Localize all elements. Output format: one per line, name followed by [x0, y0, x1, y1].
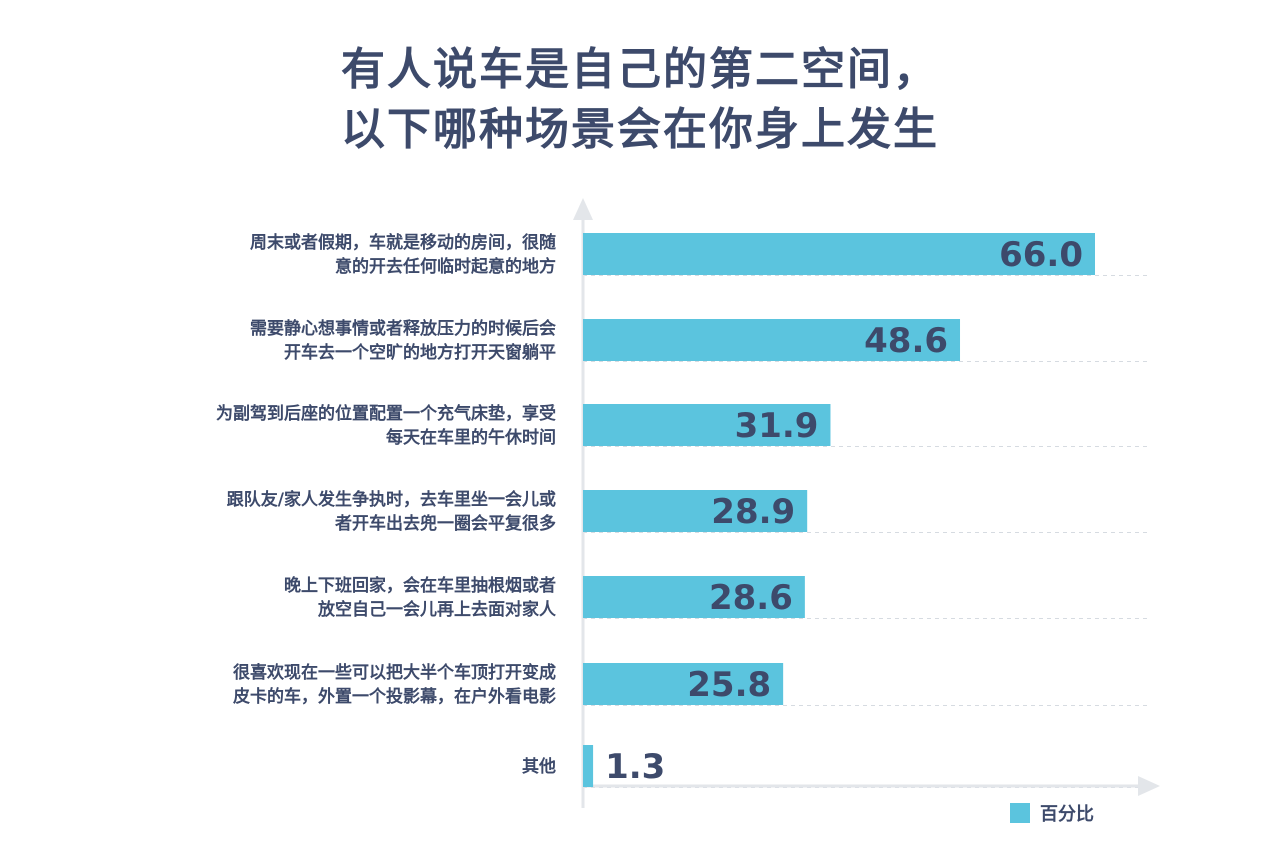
bar-value-label: 1.3: [605, 747, 665, 787]
category-label: 放空自己一会儿再上去面对家人: [317, 599, 557, 620]
category-label: 皮卡的车，外置一个投影幕，在户外看电影: [233, 686, 556, 707]
category-label: 意的开去任何临时起意的地方: [335, 256, 556, 277]
bar: [583, 404, 831, 446]
bar: [583, 663, 784, 705]
bar-value-label: 28.6: [709, 578, 793, 618]
bar: [583, 745, 594, 787]
category-label: 者开车出去兜一圈会平复很多: [334, 513, 556, 534]
bar-value-label: 25.8: [687, 665, 771, 705]
bar: [583, 576, 805, 618]
chart-title-line-1: 有人说车是自己的第二空间，: [341, 44, 939, 95]
category-label: 需要静心想事情或者释放压力的时候后会: [250, 318, 556, 339]
bar: [583, 490, 808, 532]
category-label: 开车去一个空旷的地方打开天窗躺平: [284, 342, 556, 363]
category-label: 其他: [522, 756, 556, 777]
category-label: 跟队友/家人发生争执时，去车里坐一会儿或: [227, 489, 556, 510]
bar-value-label: 48.6: [864, 321, 948, 361]
category-label: 每天在车里的午休时间: [386, 427, 556, 448]
category-label: 晚上下班回家，会在车里抽根烟或者: [284, 575, 556, 596]
category-label: 周末或者假期，车就是移动的房间，很随: [250, 232, 556, 253]
legend-label: 百分比: [1040, 804, 1094, 825]
chart-title: 有人说车是自己的第二空间， 以下哪种场景会在你身上发生: [0, 40, 1280, 160]
category-label: 为副驾到后座的位置配置一个充气床垫，享受: [216, 403, 556, 424]
x-axis-arrow: [1138, 776, 1160, 796]
legend: 百分比: [1010, 800, 1094, 826]
bar: [583, 233, 1095, 275]
bar-value-label: 28.9: [711, 492, 795, 532]
category-label: 很喜欢现在一些可以把大半个车顶打开变成: [233, 662, 556, 683]
chart-title-line-2: 以下哪种场景会在你身上发生: [341, 104, 939, 155]
y-axis-arrow: [573, 198, 593, 220]
bar-value-label: 31.9: [735, 406, 819, 446]
bar-value-label: 66.0: [999, 235, 1083, 275]
bar: [583, 319, 961, 361]
legend-swatch: [1010, 803, 1030, 823]
